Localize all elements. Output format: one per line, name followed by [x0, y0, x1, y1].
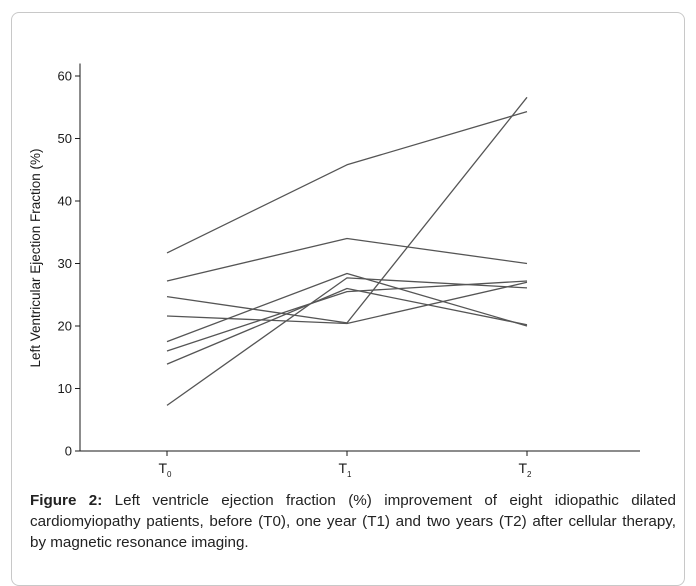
y-tick-label: 10 [58, 381, 72, 396]
series-line-8 [166, 277, 528, 406]
y-tick-label: 0 [65, 444, 72, 459]
x-tick-label: T1 [338, 460, 352, 479]
series-line-5 [166, 272, 528, 343]
caption-text: Left ventricle ejection fraction (%) imp… [30, 492, 676, 551]
figure-frame [11, 12, 685, 586]
series-lines [166, 96, 528, 406]
y-axis-label: Left Ventricular Ejection Fraction (%) [28, 148, 43, 367]
x-tick-label: T0 [158, 460, 172, 479]
figure-caption: Figure 2: Left ventricle ejection fracti… [30, 490, 676, 553]
y-tick-label: 50 [58, 131, 72, 146]
y-axis: 0 10 20 30 40 50 60 [58, 63, 81, 459]
line-chart: 0 10 20 30 40 50 60 T0 T1 T2 Left Ventricular Ej… [28, 63, 640, 479]
series-line-2 [166, 237, 528, 282]
x-tick-label: T2 [518, 460, 532, 479]
figure-label: Figure 2: [30, 492, 103, 509]
series-line-6 [166, 280, 528, 352]
y-tick-label: 20 [58, 319, 72, 334]
y-tick-label: 60 [58, 69, 72, 84]
y-tick-label: 40 [58, 194, 72, 209]
series-line-7 [166, 287, 528, 365]
series-line-1 [166, 110, 528, 254]
y-tick-label: 30 [58, 256, 72, 271]
x-axis: T0 T1 T2 [80, 450, 640, 479]
